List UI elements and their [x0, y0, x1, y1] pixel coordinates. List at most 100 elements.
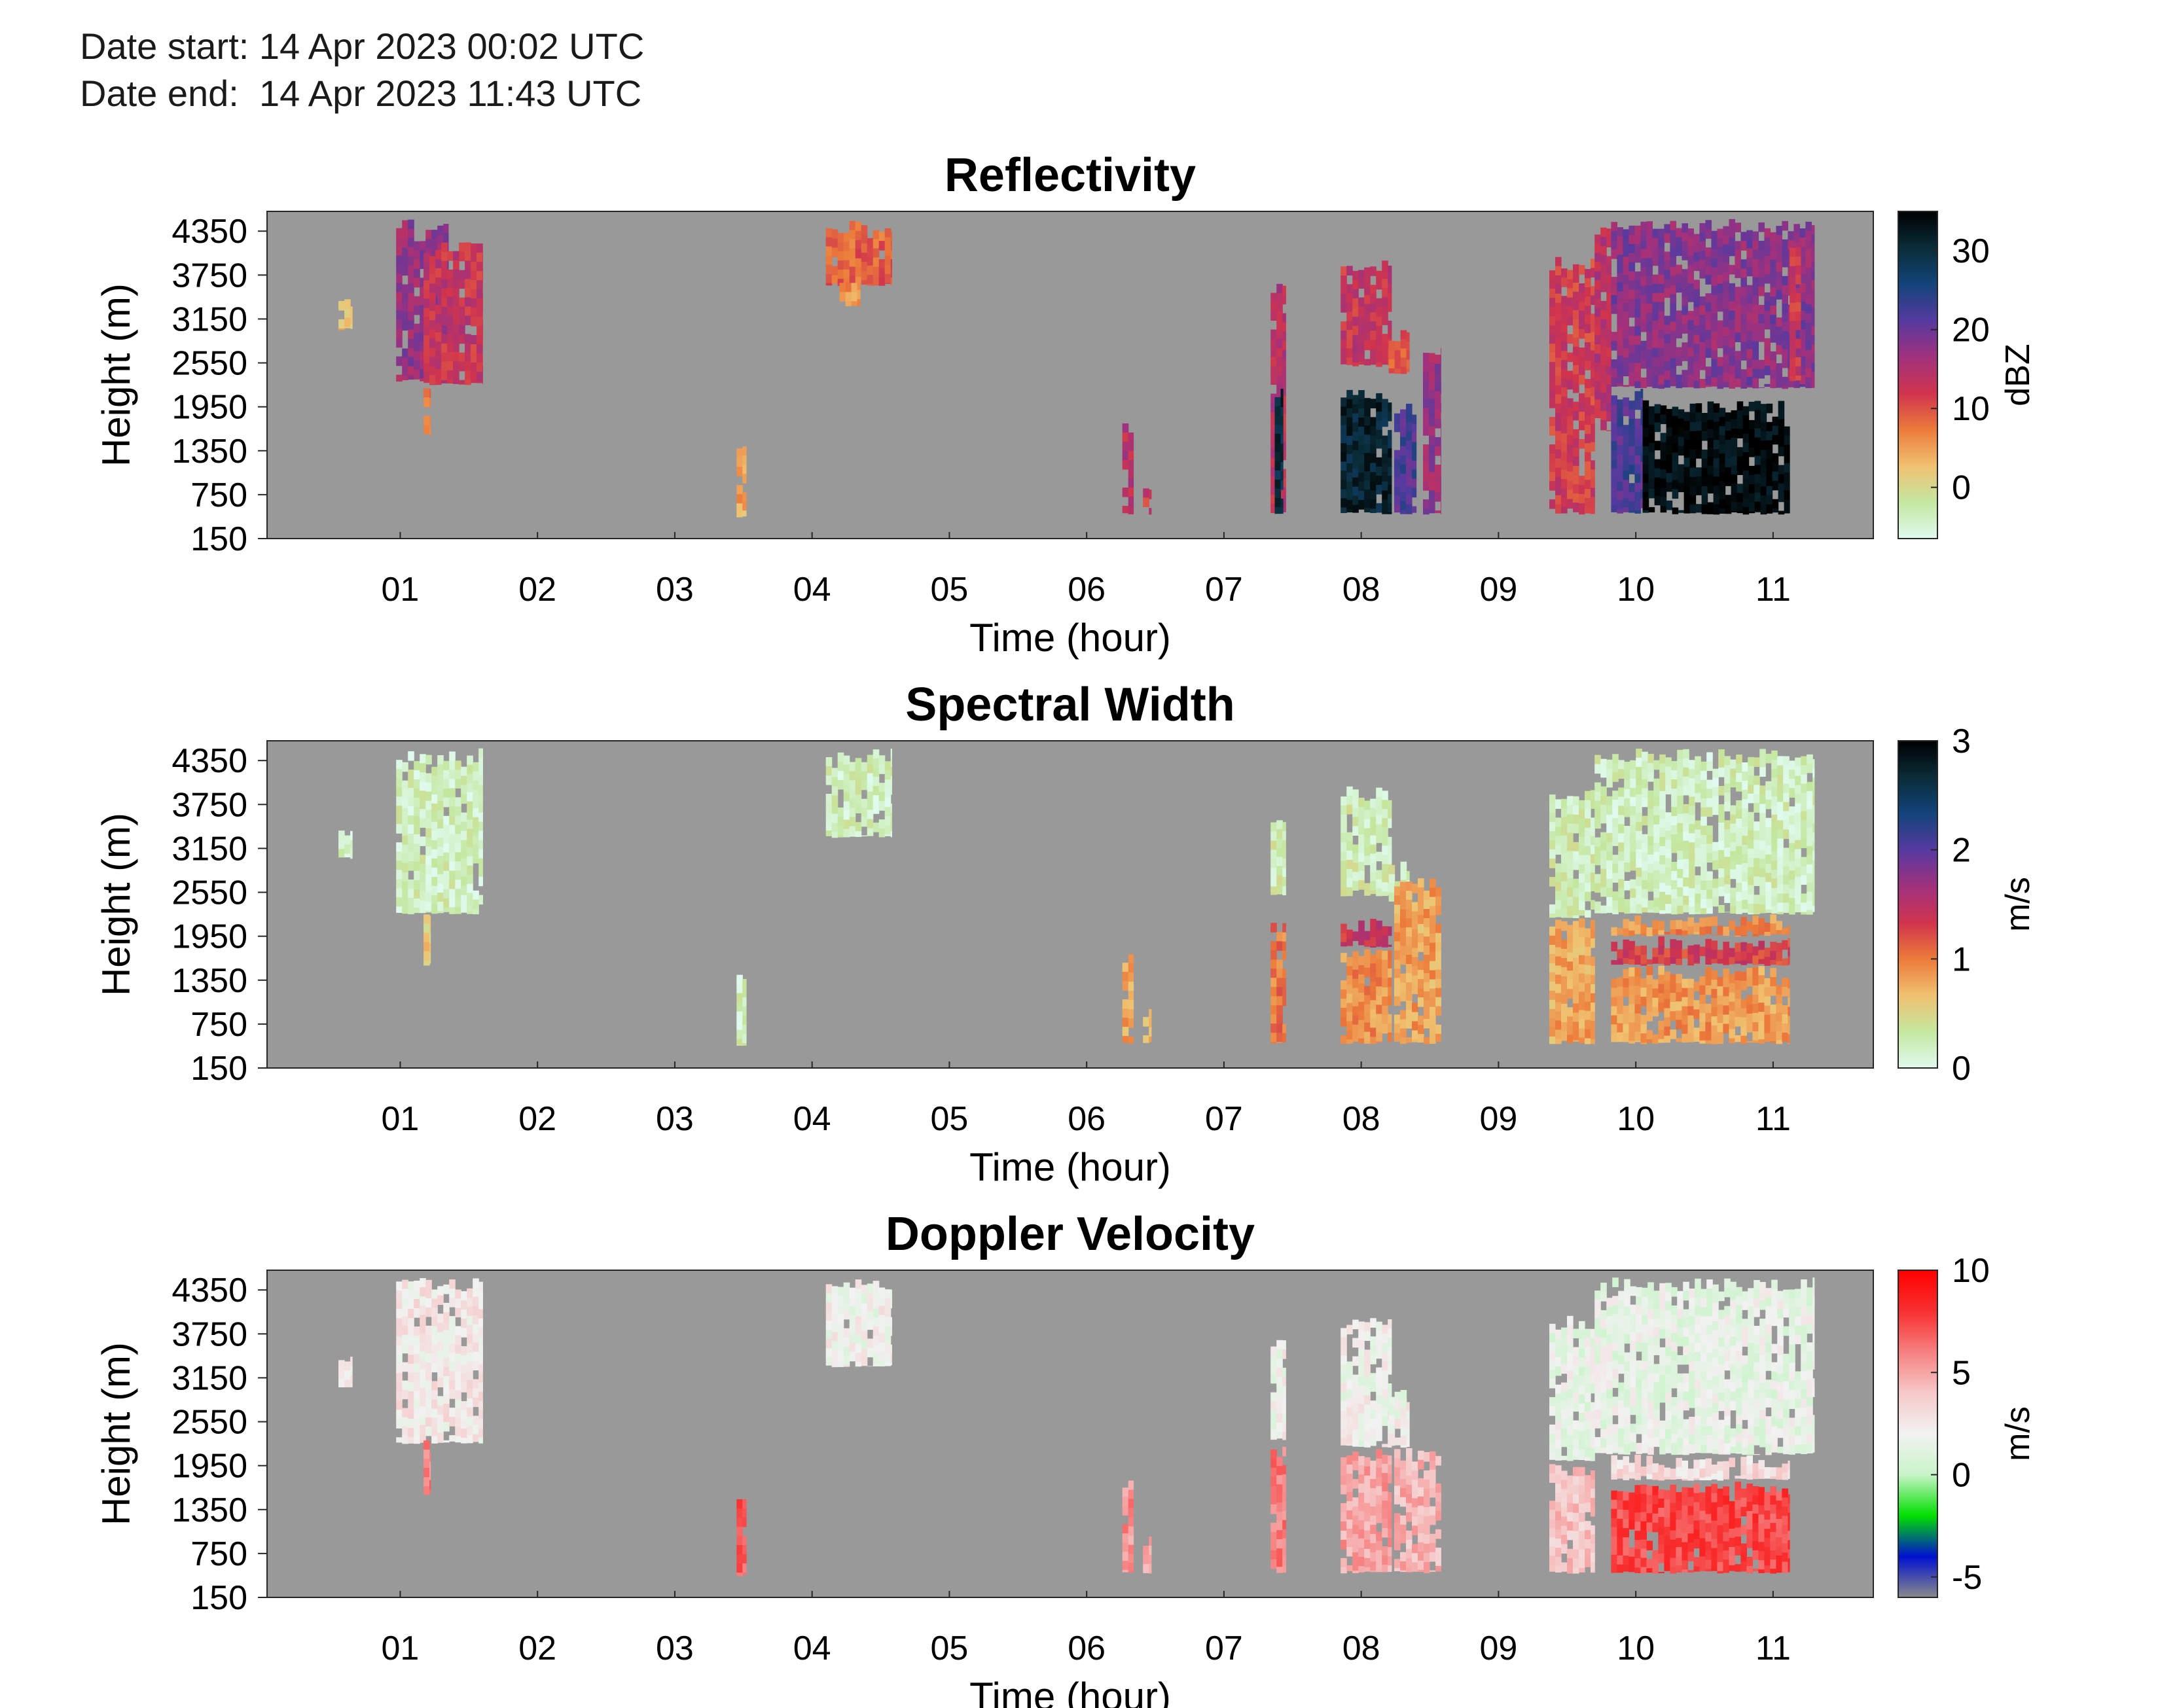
- echo-region-14: [1549, 790, 1595, 919]
- echo-region-12: [1341, 389, 1392, 514]
- y-axis-label: Height (m): [94, 283, 138, 467]
- x-tick-label: 04: [793, 571, 831, 609]
- colorbar-tick-label: 0: [1952, 1457, 1971, 1495]
- y-axis-label: Height (m): [94, 813, 138, 996]
- echo-region-20: [1642, 400, 1790, 515]
- x-tick-label: 10: [1617, 571, 1655, 609]
- colorbar-tick-label: 1: [1952, 940, 1971, 978]
- echo-region-19: [1611, 965, 1790, 1044]
- echo-region-11: [1341, 260, 1392, 367]
- echo-region-9: [1341, 786, 1392, 897]
- plot-frame: [266, 1270, 1874, 1598]
- y-tick-label: 1350: [171, 1491, 247, 1529]
- echo-region-6: [1143, 1008, 1152, 1043]
- x-tick-label: 05: [931, 571, 969, 609]
- x-tick-label: 02: [518, 1629, 556, 1667]
- echo-region-0: [338, 1357, 353, 1387]
- echo-region-14: [1394, 403, 1417, 514]
- colorbar-tick-label: -5: [1952, 1559, 1982, 1597]
- x-tick-label: 11: [1755, 1100, 1791, 1138]
- echo-region-2: [423, 1440, 431, 1495]
- colorbar-tick-label: 2: [1952, 832, 1971, 870]
- x-tick-label: 03: [656, 1100, 694, 1138]
- x-tick-label: 05: [931, 1100, 969, 1138]
- echo-region-4: [825, 748, 892, 838]
- y-tick-label: 750: [190, 1535, 247, 1573]
- echo-region-21: [1790, 247, 1801, 382]
- echo-region-5: [1122, 1480, 1134, 1573]
- colorbar-label: m/s: [1999, 877, 2037, 932]
- x-tick-label: 01: [382, 1629, 420, 1667]
- y-tick-label: 2550: [171, 874, 247, 912]
- echo-region-17: [1611, 1482, 1790, 1574]
- y-tick-label: 1350: [171, 433, 247, 471]
- y-tick-label: 3750: [171, 257, 247, 294]
- colorbar-tick-label: 0: [1952, 469, 1971, 507]
- x-tick-label: 08: [1342, 1100, 1380, 1138]
- x-tick-label: 06: [1068, 1100, 1106, 1138]
- echo-region-6: [839, 281, 861, 306]
- echo-region-3: [423, 388, 431, 436]
- echo-region-18: [1611, 219, 1815, 389]
- colorbar-tick-label: 10: [1952, 390, 1990, 428]
- y-tick-label: 3150: [171, 1359, 247, 1397]
- plot-frame: [266, 740, 1874, 1069]
- date-start-label: Date start: 14 Apr 2023 00:02 UTC: [80, 26, 645, 67]
- echo-region-13: [1394, 878, 1441, 1044]
- echo-region-7: [1270, 1340, 1286, 1440]
- y-tick-label: 150: [190, 520, 247, 558]
- x-tick-label: 06: [1068, 1629, 1106, 1667]
- x-tick-label: 07: [1205, 571, 1243, 609]
- y-tick-label: 3750: [171, 1315, 247, 1353]
- echo-region-10: [1341, 919, 1392, 948]
- x-axis-label: Time (hour): [969, 1675, 1171, 1708]
- echo-region-0: [338, 830, 353, 859]
- echo-region-17: [1594, 227, 1611, 431]
- y-tick-label: 3750: [171, 786, 247, 824]
- y-tick-label: 1950: [171, 389, 247, 427]
- colorbar: 10 5 0 -5 m/s: [1898, 1252, 2037, 1598]
- x-tick-label: 01: [382, 1100, 420, 1138]
- y-tick-label: 1950: [171, 918, 247, 956]
- y-tick-label: 1950: [171, 1448, 247, 1486]
- y-tick-label: 2550: [171, 1404, 247, 1442]
- plot-frame: [266, 211, 1874, 539]
- colorbar-label: m/s: [1999, 1406, 2037, 1461]
- x-tick-label: 07: [1205, 1100, 1243, 1138]
- colorbar: 30 20 10 0 dBZ: [1898, 211, 2037, 539]
- panel-0: Reflectivity 01 02 03 04 05 06 07 08 09 10 11 4350 37…: [94, 149, 2037, 660]
- echo-region-6: [1143, 1536, 1152, 1574]
- echo-region-1: [396, 748, 483, 915]
- echo-region-13: [1549, 1315, 1595, 1461]
- echo-region-16: [1611, 1454, 1790, 1481]
- echo-region-17: [1611, 914, 1790, 937]
- x-axis-label: Time (hour): [969, 1145, 1171, 1189]
- colorbar-label: dBZ: [1999, 344, 2037, 406]
- echo-region-13: [1388, 330, 1410, 374]
- x-tick-label: 11: [1755, 1629, 1791, 1667]
- colorbar-tick-label: 0: [1952, 1050, 1971, 1088]
- colorbar-tick-label: 20: [1952, 311, 1990, 349]
- echo-region-10: [1341, 1449, 1392, 1574]
- y-tick-label: 3150: [171, 830, 247, 868]
- x-tick-label: 08: [1342, 1629, 1380, 1667]
- colorbar-tick-label: 10: [1952, 1252, 1990, 1290]
- x-tick-label: 07: [1205, 1629, 1243, 1667]
- echo-region-8: [1270, 923, 1286, 1044]
- y-tick-label: 4350: [171, 1272, 247, 1309]
- x-tick-label: 08: [1342, 571, 1380, 609]
- echo-region-11: [1341, 949, 1392, 1044]
- echo-region-5: [1122, 954, 1134, 1044]
- y-tick-label: 150: [190, 1050, 247, 1088]
- y-tick-label: 2550: [171, 345, 247, 383]
- y-tick-label: 4350: [171, 213, 247, 251]
- x-tick-label: 04: [793, 1629, 831, 1667]
- echo-region-5: [825, 221, 892, 286]
- x-tick-label: 02: [518, 1100, 556, 1138]
- echo-region-2: [423, 914, 431, 966]
- x-tick-label: 09: [1479, 571, 1517, 609]
- y-axis-label: Height (m): [94, 1342, 138, 1525]
- echo-region-11: [1388, 1390, 1410, 1448]
